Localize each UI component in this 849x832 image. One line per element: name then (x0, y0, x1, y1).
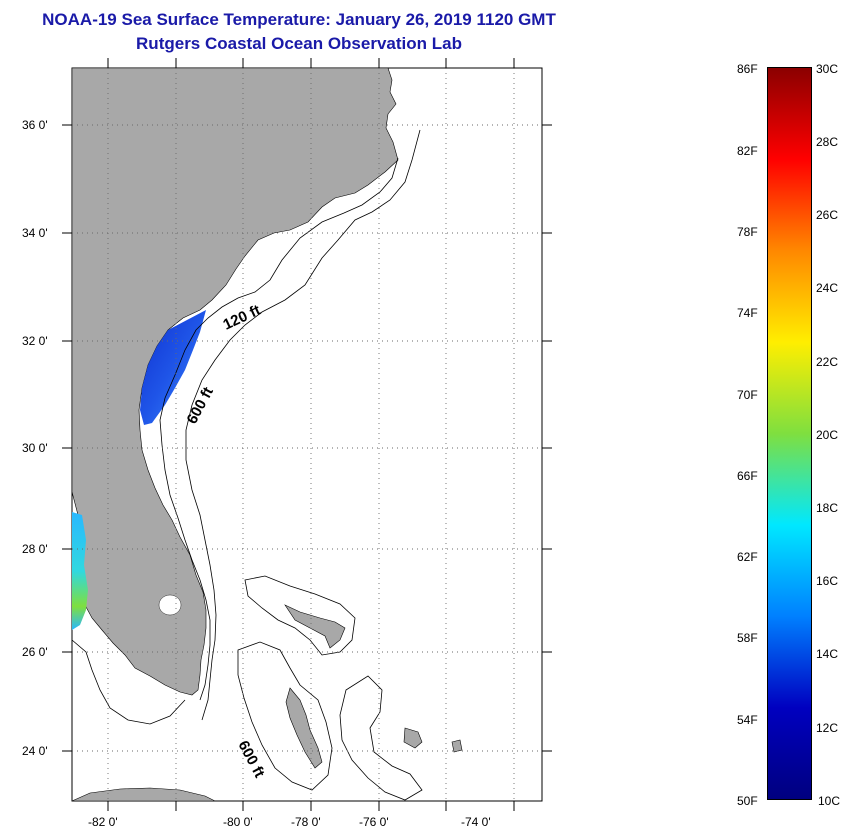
contour-bahamas-outer (244, 575, 356, 656)
lon-label: -78 0' (291, 815, 321, 829)
lat-label: 34 0' (22, 226, 48, 240)
land-bahamas-4 (451, 739, 463, 753)
chart-title: NOAA-19 Sea Surface Temperature: January… (42, 10, 556, 29)
sst-swath-gulf (72, 512, 88, 630)
colorbar-f-label: 50F (737, 794, 758, 808)
lat-label: 28 0' (22, 542, 48, 556)
lon-label: -74 0' (461, 815, 491, 829)
colorbar-c-label: 22C (816, 355, 839, 369)
colorbar-f-label: 54F (737, 713, 758, 727)
graticule (72, 68, 542, 801)
colorbar-f-label: 86F (737, 62, 758, 76)
colorbar-c-label: 20C (816, 428, 839, 442)
colorbar-f-label: 82F (737, 144, 758, 158)
colorbar-c-label: 10C (818, 794, 841, 808)
colorbar-f-label: 78F (737, 225, 758, 239)
contour-bahamas-inner (237, 641, 333, 791)
contour-gulf (71, 639, 186, 725)
colorbar-f-label: 70F (737, 388, 758, 402)
axis-ticks (62, 58, 552, 811)
contour-120ft (159, 157, 399, 701)
chart-subtitle: Rutgers Coastal Ocean Observation Lab (136, 34, 462, 53)
colorbar-f-label: 62F (737, 550, 758, 564)
colorbar-f-label: 66F (737, 469, 758, 483)
land-bahamas-1 (284, 604, 346, 649)
colorbar-f-label: 58F (737, 631, 758, 645)
lat-label: 30 0' (22, 441, 48, 455)
lat-label: 26 0' (22, 645, 48, 659)
lat-label: 36 0' (22, 118, 48, 132)
sst-swath-georgia (140, 310, 206, 425)
lon-label: -76 0' (359, 815, 389, 829)
colorbar-c-label: 24C (816, 281, 839, 295)
contour-600ft (185, 129, 421, 721)
lat-label: 32 0' (22, 334, 48, 348)
colorbar-c-label: 14C (816, 647, 839, 661)
colorbar-c-label: 18C (816, 501, 839, 515)
lon-label: -80 0' (223, 815, 253, 829)
lon-label: -82 0' (88, 815, 118, 829)
lake-okeechobee (158, 594, 182, 616)
colorbar-c-label: 28C (816, 135, 839, 149)
land-mainland (71, 67, 399, 696)
colorbar-c-label: 26C (816, 208, 839, 222)
contour-bahamas-east (339, 675, 423, 801)
colorbar-c-label: 12C (816, 721, 839, 735)
land-cuba (71, 787, 216, 802)
colorbar-c-label: 16C (816, 574, 839, 588)
colorbar (767, 67, 812, 800)
lat-label: 24 0' (22, 744, 48, 758)
land-bahamas-2 (285, 687, 323, 769)
land-bahamas-3 (403, 727, 423, 749)
colorbar-c-label: 30C (816, 62, 839, 76)
colorbar-f-label: 74F (737, 306, 758, 320)
